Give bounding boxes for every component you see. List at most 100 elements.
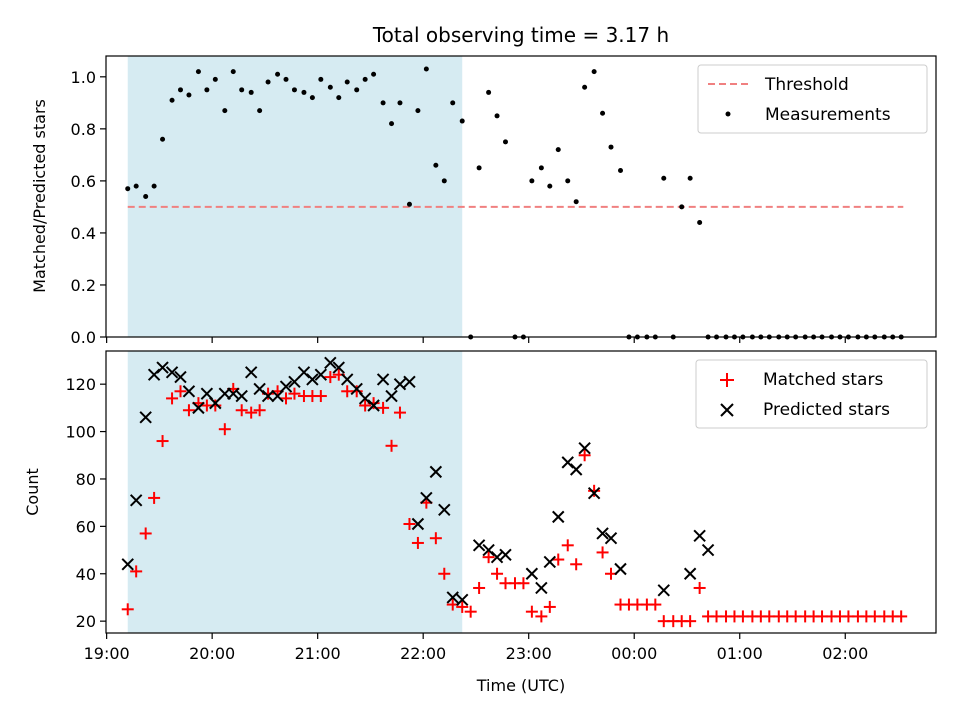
top-ytick-label: 0.0 [71,328,96,347]
measurement-point [697,220,703,226]
measurement-point [380,100,386,106]
measurement-point [301,89,307,95]
measurement-point [291,87,297,93]
matched-star-point [385,439,398,452]
predicted-star-point [367,399,380,412]
matched-star-point [403,517,416,530]
legend-predicted-swatch [720,403,734,417]
measurement-point [486,89,492,95]
legend-measurements-label: Measurements [765,105,891,125]
predicted-star-point [438,503,451,516]
measurement-point [441,178,447,184]
top-ytick-label: 0.2 [71,276,96,295]
bottom-ytick-label: 80 [76,470,96,489]
measurement-point [257,108,263,114]
matched-star-point [491,567,504,580]
bottom-ytick-label: 40 [76,565,96,584]
predicted-star-point [683,567,697,580]
measurement-point [565,178,571,184]
top-ytick-label: 0.4 [71,224,96,243]
bottom-xtick-label: 01:00 [717,644,763,663]
matched-star-point [561,539,574,552]
measurement-point [450,100,456,106]
predicted-star-point [174,370,187,384]
matched-star-point [429,532,442,545]
matched-star-points [121,368,908,628]
predicted-star-point [165,366,179,379]
measurement-point [344,79,350,85]
matched-star-point [166,392,179,405]
matched-star-point [314,390,327,403]
measurement-point [538,165,544,171]
matched-star-point [570,558,583,571]
measurement-point [133,183,139,189]
legend-predicted-label: Predicted stars [763,400,890,420]
measurement-point [600,110,606,116]
matched-star-point [578,449,591,462]
predicted-star-point [341,373,354,386]
predicted-star-point [525,567,539,580]
measurement-point [151,183,157,189]
matched-star-point [218,423,231,436]
measurement-point [502,139,508,145]
matched-star-point [693,581,706,594]
matched-star-point [596,546,609,559]
measurement-point [573,199,579,205]
measurement-point [239,87,245,93]
matched-star-point [411,536,424,549]
predicted-star-point [587,486,601,500]
measurement-point [169,97,175,103]
measurement-point [529,178,535,184]
bottom-ylabel: Count [23,468,42,516]
predicted-star-point [604,532,618,545]
predicted-star-point [279,380,293,393]
predicted-star-point [420,491,433,505]
measurement-point [494,113,500,119]
matched-star-point [517,577,530,590]
measurement-point [555,147,561,153]
predicted-star-point [324,356,337,370]
measurement-point [547,183,553,189]
measurement-point [265,79,271,85]
bottom-panel: 20 40 60 80 100 120 19:00 20:00 21:00 22:00 23:00 0… [23,350,937,695]
predicted-star-point [569,463,583,476]
measurement-point [582,84,588,90]
predicted-star-point [411,517,425,531]
top-legend: Threshold Measurements [697,64,928,134]
measurement-point [248,89,254,95]
top-panel: 0.0 0.2 0.4 0.6 0.8 1.0 Total observing time … [30,23,937,347]
measurement-point [336,95,342,101]
measurement-point [687,175,693,181]
top-axis-ticks: 0.0 0.2 0.4 0.6 0.8 1.0 [71,68,846,347]
predicted-star-point [499,548,512,562]
matched-star-point [588,484,601,497]
matched-star-point [253,404,266,417]
predicted-star-point [472,539,486,552]
matched-star-point [552,553,565,566]
predicted-star-point [192,401,205,415]
matched-star-point [139,527,152,540]
bottom-xtick-label: 00:00 [611,644,657,663]
matched-star-point [288,387,301,400]
predicted-star-point [456,593,469,607]
measurement-point [618,167,624,173]
measurement-point [309,95,315,101]
matched-star-point [525,605,538,618]
matched-star-point [684,615,697,628]
measurement-point [415,108,421,114]
predicted-star-point [657,584,670,597]
matched-star-point [235,404,248,417]
measurement-point [433,162,439,168]
matched-star-point [377,401,390,414]
top-plot-frame [105,55,937,338]
measurement-point [212,76,218,82]
predicted-star-points [121,356,715,607]
measurement-point [608,144,614,150]
top-ylabel: Matched/Predicted stars [30,99,49,293]
matched-star-point [543,600,556,613]
predicted-star-point [446,591,459,604]
bottom-xtick-label: 20:00 [189,644,235,663]
top-ytick-label: 0.6 [71,172,96,191]
bottom-xlabel: Time (UTC) [476,676,565,695]
